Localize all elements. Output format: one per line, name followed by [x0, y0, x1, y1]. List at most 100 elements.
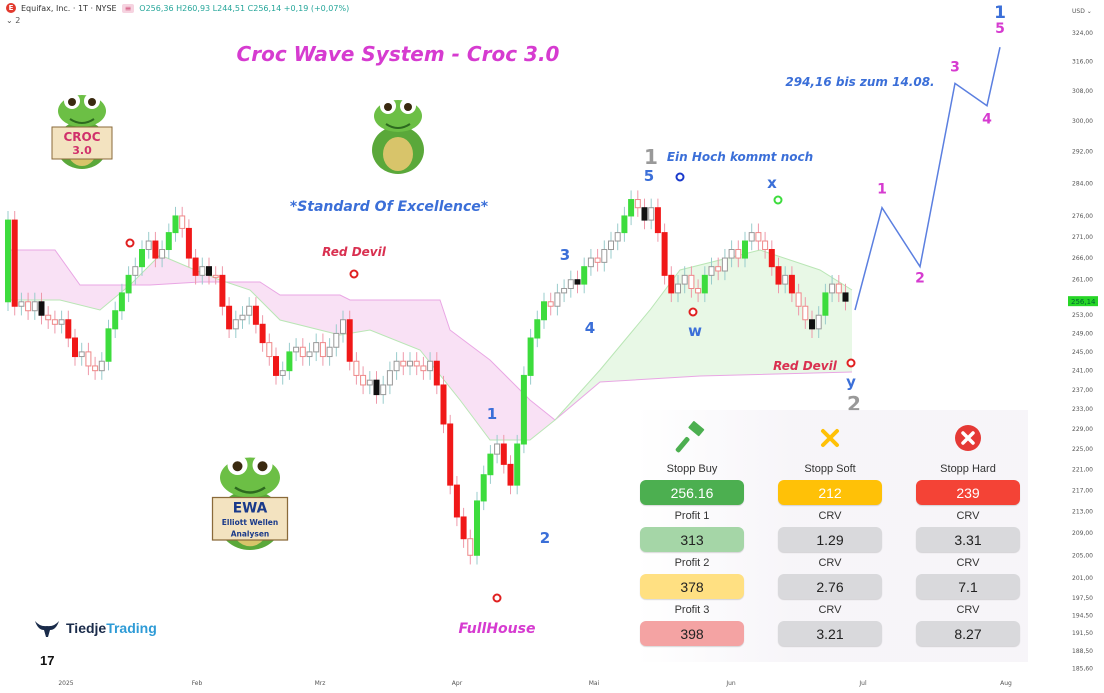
- candle-body: [353, 360, 360, 376]
- y-tick-label: 245,00: [1072, 349, 1093, 356]
- candle: [487, 445, 494, 484]
- candle-body: [829, 283, 836, 294]
- candle-body: [608, 240, 614, 251]
- candle-body: [31, 301, 38, 312]
- symbol-title[interactable]: Equifax, Inc. · 1T · NYSE: [21, 3, 117, 13]
- candle: [206, 257, 212, 285]
- candle-body: [226, 305, 233, 330]
- candle-body: [581, 266, 588, 285]
- croc-sign-text: 3.0: [72, 144, 92, 157]
- wave-label: 1: [487, 405, 497, 423]
- candle-body: [715, 266, 722, 272]
- row-label: Profit 1: [674, 510, 710, 522]
- candle: [78, 342, 85, 366]
- candle-body: [239, 314, 246, 321]
- candle: [145, 231, 152, 259]
- candle: [440, 375, 447, 434]
- candle: [31, 292, 38, 320]
- y-tick-label: 237,00: [1072, 387, 1093, 394]
- candle: [614, 223, 621, 251]
- candle: [393, 352, 400, 380]
- candle: [299, 338, 306, 366]
- candle: [601, 240, 608, 272]
- candle-body: [319, 342, 326, 358]
- candle: [212, 266, 219, 285]
- y-tick-label: 271,00: [1072, 234, 1093, 241]
- candle-body: [507, 463, 514, 486]
- candle-body: [474, 500, 480, 556]
- x-tick-label: Jun: [725, 680, 736, 687]
- x-tick-label: 2025: [58, 680, 73, 687]
- row-value: 7.1: [916, 574, 1020, 599]
- projection-wave-label: 4: [982, 112, 992, 128]
- y-tick-label: 316,00: [1072, 59, 1093, 66]
- candle-body: [172, 215, 179, 234]
- candle-body: [681, 274, 688, 285]
- y-tick-label: 194,50: [1072, 612, 1093, 619]
- candle-body: [5, 219, 11, 303]
- x-circle-icon: [954, 418, 982, 458]
- candle: [748, 223, 755, 251]
- candle-body: [795, 292, 802, 307]
- indicator-toggle-icon[interactable]: ≡: [121, 3, 135, 13]
- y-tick-label: 225,00: [1072, 446, 1093, 453]
- x-tick-label: Mai: [589, 680, 600, 687]
- level-value: 212: [778, 480, 882, 505]
- candle-body: [420, 365, 427, 372]
- candle: [500, 434, 507, 474]
- croc-pupil: [88, 98, 96, 106]
- candle: [72, 328, 78, 366]
- candle: [226, 297, 233, 339]
- candle: [373, 371, 380, 404]
- last-price-label: 256,14: [1071, 298, 1096, 306]
- candle: [219, 266, 226, 316]
- y-tick-label: 201,00: [1072, 575, 1093, 582]
- candle: [728, 240, 735, 268]
- annotation-target_note: 294,16 bis zum 14.08.: [785, 75, 934, 89]
- candle-body: [313, 342, 320, 353]
- last-price-badge: [1068, 296, 1098, 307]
- candle: [581, 257, 588, 294]
- croc-mascot: [372, 98, 424, 174]
- candle: [534, 310, 541, 348]
- candle-body: [299, 346, 306, 358]
- candle: [118, 283, 125, 320]
- candle-body: [594, 257, 601, 263]
- candle: [340, 310, 346, 343]
- candle: [822, 283, 829, 325]
- candle-body: [755, 232, 762, 242]
- candle: [386, 361, 393, 395]
- candle: [648, 198, 655, 230]
- candle-body: [85, 351, 92, 367]
- candle-body: [179, 215, 186, 229]
- candle: [567, 270, 574, 298]
- candle: [587, 248, 594, 276]
- candle-body: [38, 301, 45, 316]
- y-tick-label: 221,00: [1072, 467, 1093, 474]
- candle-body: [252, 305, 259, 325]
- candle-body: [822, 292, 829, 316]
- tradingview-logo[interactable]: 17: [40, 653, 55, 668]
- indicator-collapse[interactable]: ⌄ 2: [6, 16, 21, 25]
- signal-marker: [492, 593, 502, 603]
- candle-body: [728, 249, 735, 259]
- candle: [735, 240, 742, 268]
- candle: [688, 266, 695, 298]
- candle: [239, 306, 246, 329]
- candle-body: [400, 360, 407, 367]
- projection-wave-label: 2: [915, 271, 925, 287]
- candle: [795, 283, 802, 316]
- tiedje-trading-logo: TiedjeTrading: [34, 618, 157, 638]
- level-value: 239: [916, 480, 1020, 505]
- candle-body: [58, 319, 65, 325]
- candle-body: [112, 310, 119, 330]
- candle: [574, 270, 581, 294]
- candle-body: [742, 240, 748, 259]
- candle-body: [842, 292, 849, 302]
- candle: [293, 338, 300, 362]
- candle-body: [520, 374, 527, 445]
- croc-mouth: [69, 118, 95, 124]
- row-value: 3.21: [778, 621, 882, 646]
- gavel-icon: [675, 418, 709, 458]
